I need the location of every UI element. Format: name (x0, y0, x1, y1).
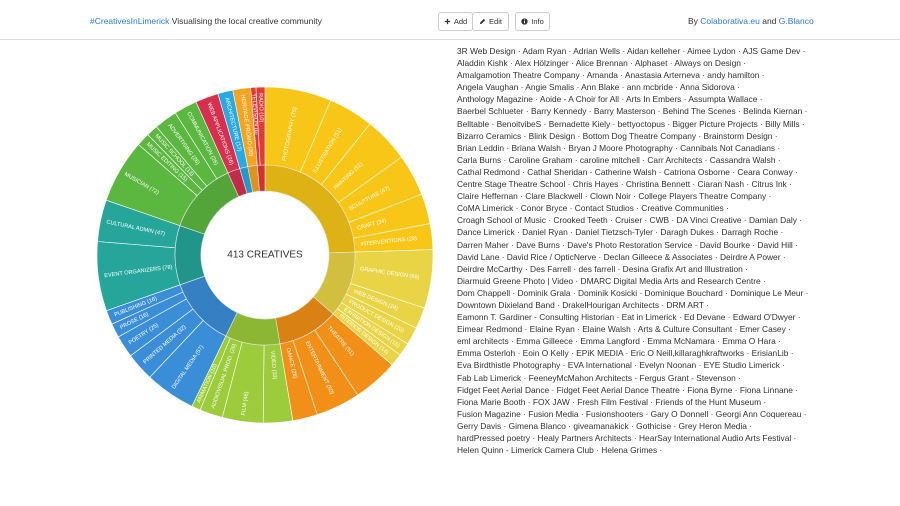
creatives-line[interactable]: Deirdre McCarthy · Des Farrell · des far… (457, 263, 748, 274)
credit-by: By (688, 16, 698, 26)
creatives-line[interactable]: Helen Quinn - Limerick Camera Club · Hel… (457, 445, 663, 456)
subtitle: Visualising the local creative community (171, 16, 322, 26)
creatives-line[interactable]: Claire Heffernan · Clare Blackwell · Clo… (457, 191, 772, 202)
creatives-line[interactable]: Fusion Magazine · Fusion Media · Fusions… (457, 408, 807, 419)
creatives-line[interactable]: Eamonn T. Gardiner - Consulting Historia… (457, 312, 801, 323)
group-segment (256, 164, 266, 192)
creatives-line[interactable]: Baerbel Schlueter · Barry Kennedy · Barr… (457, 106, 808, 117)
creatives-line[interactable]: Cathal Redmond · Cathal Sheridan · Cathe… (457, 166, 798, 177)
creatives-line[interactable]: Fab Lab Limerick · FeeneyMcMahon Archite… (457, 372, 741, 383)
creatives-line[interactable]: Dance Limerick · Daniel Ryan · Daniel Ti… (457, 227, 784, 238)
creatives-line[interactable]: Diarmuid Greene Photo | Video · DMARC Di… (457, 275, 766, 286)
creatives-line[interactable]: Eimear Redmond · Elaine Ryan · Elaine Wa… (457, 324, 791, 335)
creatives-line[interactable]: Emma Osterloh · Eoin O Kelly · EPiK MEDI… (457, 348, 794, 359)
creatives-line[interactable]: Downtown Dixieland Band · DrakelHourigan… (457, 299, 709, 310)
sunburst-chart: PHOTOGRAPHY (75) ILLUSTRATION (51)PAINTIN… (96, 86, 434, 424)
creatives-line[interactable]: Fiona Marie Booth · FOX JAW · Fresh Film… (457, 396, 767, 407)
creatives-line[interactable]: Croagh School of Music · Crooked Teeth ·… (457, 215, 803, 226)
button-label: Edit (489, 17, 502, 26)
author-link[interactable]: G.Blanco (778, 16, 814, 26)
center-label: 413 CREATIVES (227, 250, 303, 261)
creatives-list: 3R Web Design · Adam Ryan · Adrian Wells… (457, 45, 808, 456)
creatives-line[interactable]: Bizarro Ceramics · Blink Design · Bottom… (457, 130, 778, 141)
creatives-line[interactable]: Angela Vaughan · Angie Smalis · Ann Blak… (457, 82, 740, 93)
creatives-line[interactable]: Amalgamotion Theatre Company · Amanda · … (457, 70, 765, 81)
creatives-line[interactable]: Dom Chappell · Dominik Grala · Dominik K… (457, 287, 809, 298)
creatives-line[interactable]: Eva Birdthistle Photography · EVA Intern… (457, 360, 786, 371)
segment-label: FILM (46) (241, 391, 250, 416)
add-button[interactable]: Add (438, 12, 473, 31)
header: #CreativesInLimerick Visualising the loc… (0, 0, 900, 40)
creatives-line[interactable]: Anthology Magazine · Aoide - A Choir for… (457, 94, 763, 105)
creatives-line[interactable]: Aladdin Kishk · Alex Hölzinger · Alice B… (457, 58, 747, 69)
author-link[interactable]: Colaborativa.eu (700, 16, 760, 26)
creatives-line[interactable]: hardPressed poetry · Healy Partners Arch… (457, 433, 797, 443)
group-segment (174, 225, 205, 286)
credit-and: and (762, 16, 777, 26)
creatives-line[interactable]: CoMA Limerick · Conor Bryce · Contact St… (457, 203, 729, 214)
info-button[interactable]: Info (515, 12, 550, 31)
segment-label: TELEVISION (6) (250, 93, 259, 135)
segment-label: RADIO (10) (257, 93, 264, 123)
creatives-line[interactable]: Centre Stage Theatre School · Chris Haye… (457, 179, 792, 190)
creatives-line[interactable]: Gerry Davis · Gimena Blanco · giveamanak… (457, 420, 753, 431)
button-label: Info (531, 17, 544, 26)
creatives-line[interactable]: Fidget Feet Aerial Dance · Fidget Feet A… (457, 384, 799, 395)
creatives-line[interactable]: 3R Web Design · Adam Ryan · Adrian Wells… (457, 46, 806, 56)
edit-button[interactable]: Edit (472, 12, 509, 31)
creatives-line[interactable]: Brian Leddin · Briana Walsh · Bryan J Mo… (457, 142, 781, 153)
segment-label: VIDEO (33) (269, 351, 277, 380)
button-label: Add (453, 17, 468, 26)
creatives-line[interactable]: David Lane · David Rice / OpticNerve · D… (457, 251, 786, 262)
creatives-line[interactable]: eml architects · Emma Gilleece · Emma La… (457, 336, 781, 347)
credit: By Colaborativa.eu and G.Blanco (688, 16, 814, 26)
hashtag-link[interactable]: #CreativesInLimerick (90, 16, 170, 26)
creatives-line[interactable]: Carla Burns · Caroline Graham · caroline… (457, 154, 781, 165)
creatives-line[interactable]: Belltable · BenoitvibeS · Bernadette Kie… (457, 118, 805, 129)
creatives-line[interactable]: Darren Maher · Dave Burns · Dave's Photo… (457, 239, 798, 250)
title: #CreativesInLimerick Visualising the loc… (90, 16, 322, 26)
